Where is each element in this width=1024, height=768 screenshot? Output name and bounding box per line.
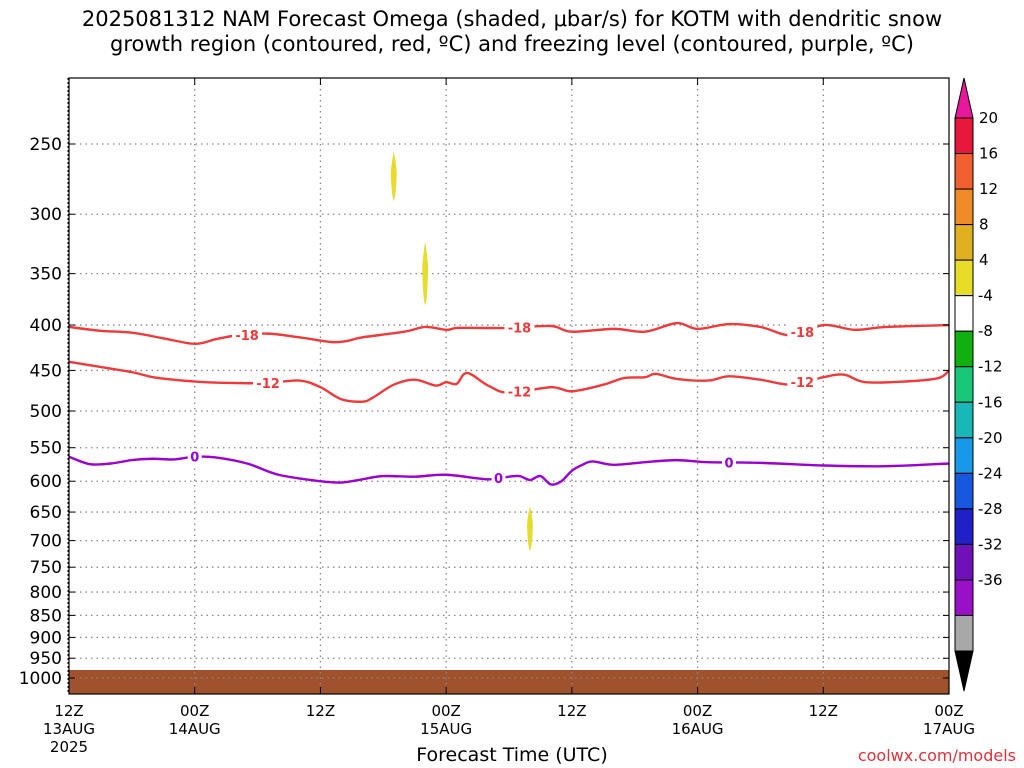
x-tick-label: 12Z [809,702,838,720]
y-tick-label: 900 [30,628,62,648]
y-tick-label: 500 [30,402,62,422]
colorbar-swatch [954,117,974,155]
plot-frame [68,77,950,695]
contour-label: -12 [791,376,815,391]
x-tick-label: 12Z [557,702,586,720]
colorbar-label: -28 [978,500,1003,518]
colorbar-swatch [954,543,974,581]
plot-area: -18 -18 -18 -12 -12 -12 0 0 0 [67,77,950,695]
x-tick-label: 00Z [180,702,209,720]
colorbar-swatch [954,295,974,332]
x-tick-label: 17AUG [923,720,975,738]
colorbar: 20 16 12 8 4 -4 -8 -12 -16 -20 -24 -28 -32 -36 [954,77,1003,692]
chart-title-line-1: 2025081312 NAM Forecast Omega (shaded, μ… [81,7,943,31]
y-tick-label: 950 [30,649,62,669]
contour-label-bg [722,454,736,471]
colorbar-swatch [954,188,974,226]
contour--18 [68,321,950,346]
y-tick-label: 800 [30,583,62,603]
colorbar-label: 16 [979,145,998,163]
contour-label: 0 [494,472,503,487]
contour-label: -12 [508,385,532,400]
y-tick-label: 850 [30,606,62,626]
y-tick-label: 250 [30,135,62,155]
y-tick-label: 550 [30,439,62,459]
omega-shade-3 [527,506,533,552]
y-tick-label: 650 [30,503,62,523]
x-tick-label: 00Z [934,702,963,720]
ground-shading [69,670,949,694]
colorbar-label: 12 [979,180,998,198]
colorbar-swatch [954,437,974,474]
colorbar-swatch [954,614,974,652]
contour-label-bg [504,319,535,336]
contour-label: -18 [235,329,259,344]
x-tick-label: 12Z [306,702,335,720]
colorbar-top-arrow [954,77,974,119]
y-tick-label: 750 [30,558,62,578]
contour-label: -12 [256,377,280,392]
colorbar-label: -8 [978,322,993,340]
colorbar-swatch [954,153,974,190]
contour-label-bg [787,324,818,341]
contour-label-bg [253,375,284,392]
contour-label-bg [232,326,263,343]
colorbar-swatch [954,259,974,297]
y-tick-label: 600 [30,472,62,492]
colorbar-swatch [954,366,974,403]
colorbar-label: 20 [979,109,998,127]
colorbar-swatch [954,330,974,368]
contour-label-bg [187,448,202,465]
credit-text: coolwx.com/models [857,746,1016,765]
y-tick-label: 700 [30,532,62,552]
omega-shade-1 [390,151,397,202]
colorbar-swatch [954,401,974,439]
colorbar-label: 4 [979,251,989,269]
x-tick-label: 00Z [683,702,712,720]
contour-label-bg [787,374,818,391]
contour-label-bg [491,470,506,487]
chart-title-line-2: growth region (contoured, red, ºC) and f… [110,32,914,56]
x-tick-label: 12Z [54,702,83,720]
colorbar-label: -20 [978,429,1003,447]
y-tick-label: 300 [30,205,62,225]
colorbar-swatch [954,579,974,616]
contour-label: 0 [190,451,199,466]
contour-label: 0 [724,456,733,471]
contour-label: -18 [791,326,815,341]
colorbar-bottom-arrow [954,650,974,692]
y-tick-label: 400 [30,316,62,336]
contour-label-bg [504,383,535,400]
colorbar-label: -16 [978,393,1003,411]
colorbar-swatch [954,508,974,545]
y-tick-label: 450 [30,361,62,381]
x-tick-label: 15AUG [420,720,472,738]
colorbar-label: -4 [978,287,993,305]
colorbar-label: 8 [979,216,989,234]
x-tick-label: 14AUG [169,720,221,738]
x-tick-label: 2025 [50,738,88,756]
y-tick-label: 1000 [19,669,62,689]
colorbar-label: -12 [978,358,1003,376]
colorbar-label: -24 [978,464,1003,482]
colorbar-label: -32 [978,535,1003,553]
x-tick-label: 13AUG [43,720,95,738]
colorbar-swatch [954,472,974,510]
colorbar-label: -36 [978,571,1003,589]
x-tick-label: 16AUG [672,720,724,738]
x-axis-title: Forecast Time (UTC) [416,744,608,766]
x-tick-label: 00Z [431,702,460,720]
y-axis: 2503003504004505005506006507007508008509… [19,135,949,689]
contour-label: -18 [508,321,532,336]
omega-shade-2 [422,241,429,306]
colorbar-swatch [954,224,974,261]
y-tick-label: 350 [30,265,62,285]
